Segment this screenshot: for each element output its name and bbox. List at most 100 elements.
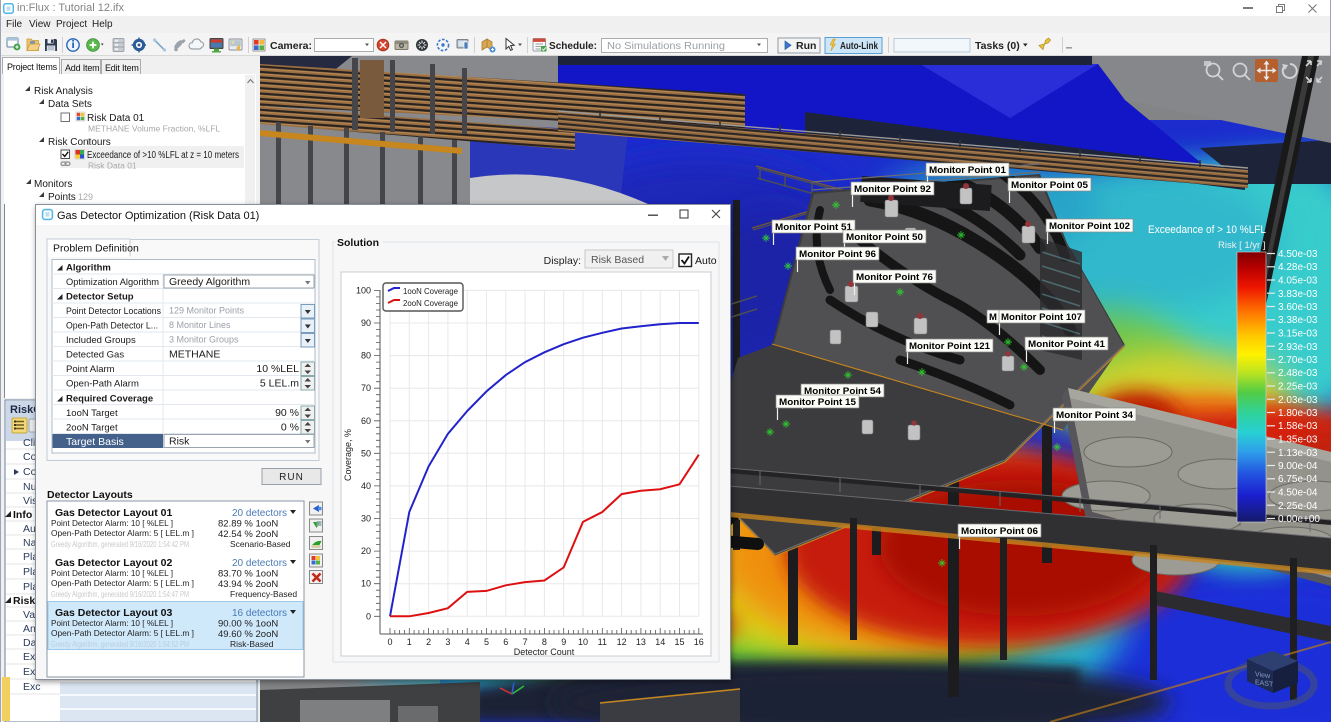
svg-text:0.00e+00: 0.00e+00 xyxy=(1278,514,1320,525)
svg-text:Open-Path Detector Alarm: 5 [: Open-Path Detector Alarm: 5 [ LEL.m ] xyxy=(51,628,194,638)
svg-text:Monitor Point 107: Monitor Point 107 xyxy=(1001,312,1082,323)
svg-text:2ooN Target: 2ooN Target xyxy=(66,423,118,434)
svg-text:Point Detector Alarm: 10 [ %LE: Point Detector Alarm: 10 [ %LEL ] xyxy=(51,518,173,528)
svg-text:Target Basis: Target Basis xyxy=(66,436,124,448)
svg-text:60: 60 xyxy=(361,416,371,426)
svg-text:Detected Gas: Detected Gas xyxy=(66,350,124,361)
svg-text:View: View xyxy=(1255,671,1271,680)
svg-text:3 Monitor Groups: 3 Monitor Groups xyxy=(169,335,239,345)
svg-text:METHANE Volume Fraction, %LFL: METHANE Volume Fraction, %LFL xyxy=(88,124,221,134)
svg-text:3.60e-03: 3.60e-03 xyxy=(1278,302,1318,313)
svg-text:100: 100 xyxy=(356,285,371,295)
svg-text:Exceedance of > 10 %LFL: Exceedance of > 10 %LFL xyxy=(1148,224,1266,236)
svg-text:80: 80 xyxy=(361,351,371,361)
svg-text:Risk Data 01: Risk Data 01 xyxy=(88,161,137,171)
svg-text:8: 8 xyxy=(542,637,547,647)
svg-text:Point Detector Locations: Point Detector Locations xyxy=(66,306,161,317)
svg-text:4.05e-03: 4.05e-03 xyxy=(1278,276,1318,287)
svg-text:2.03e-03: 2.03e-03 xyxy=(1278,395,1318,406)
svg-text:Co: Co xyxy=(23,451,37,463)
svg-text:43.94 % 2ooN: 43.94 % 2ooN xyxy=(218,579,278,590)
svg-text:Gas Detector Optimization (Ris: Gas Detector Optimization (Risk Data 01) xyxy=(57,210,259,222)
svg-text:Monitor Point 76: Monitor Point 76 xyxy=(856,272,933,283)
svg-text:83.70 % 1ooN: 83.70 % 1ooN xyxy=(218,569,278,580)
svg-text:Algorithm: Algorithm xyxy=(66,263,111,274)
svg-text:Run: Run xyxy=(796,40,816,52)
svg-text:4: 4 xyxy=(465,637,470,647)
svg-text:Info: Info xyxy=(13,509,32,521)
svg-text:Gas Detector Layout 03: Gas Detector Layout 03 xyxy=(55,607,172,619)
svg-text:Open-Path Detector Alarm: 5 [: Open-Path Detector Alarm: 5 [ LEL.m ] xyxy=(51,578,194,588)
svg-text:1: 1 xyxy=(407,637,412,647)
svg-text:9: 9 xyxy=(561,637,566,647)
svg-text:11: 11 xyxy=(598,637,607,647)
svg-text:90.00 % 1ooN: 90.00 % 1ooN xyxy=(218,619,278,630)
svg-text:Gas Detector Layout 01: Gas Detector Layout 01 xyxy=(55,507,172,519)
svg-text:7: 7 xyxy=(523,637,528,647)
svg-text:Risk Analysis: Risk Analysis xyxy=(34,86,93,97)
svg-text:Monitors: Monitors xyxy=(34,179,72,190)
svg-text:13: 13 xyxy=(636,637,646,647)
svg-text:Auto-Link: Auto-Link xyxy=(840,41,878,52)
svg-text:82.89 % 1ooN: 82.89 % 1ooN xyxy=(218,519,278,530)
svg-text:Detector Count: Detector Count xyxy=(514,647,575,657)
svg-text:Greedy Algorithm, generated 9/: Greedy Algorithm, generated 9/16/2020 1:… xyxy=(51,589,189,599)
svg-text:Monitor Point 05: Monitor Point 05 xyxy=(1011,180,1089,191)
svg-text:Risk: Risk xyxy=(169,436,190,448)
svg-text:Monitor Point 51: Monitor Point 51 xyxy=(775,222,853,233)
svg-text:Point Alarm: Point Alarm xyxy=(66,364,115,375)
svg-text:1.13e-03: 1.13e-03 xyxy=(1278,448,1318,459)
svg-text:1ooN Coverage: 1ooN Coverage xyxy=(403,286,458,296)
svg-text:1.35e-03: 1.35e-03 xyxy=(1278,435,1318,446)
svg-text:16 detectors: 16 detectors xyxy=(232,608,287,619)
svg-text:50: 50 xyxy=(361,448,371,458)
svg-text:Da: Da xyxy=(23,637,37,649)
svg-text:2.25e-04: 2.25e-04 xyxy=(1278,501,1318,512)
svg-text:Nu: Nu xyxy=(23,481,37,493)
svg-text:Exc: Exc xyxy=(23,681,41,693)
svg-text:90: 90 xyxy=(361,318,371,328)
svg-text:Pla: Pla xyxy=(23,566,38,578)
svg-text:Risk Data 01: Risk Data 01 xyxy=(87,113,145,124)
svg-text:Problem Definition: Problem Definition xyxy=(53,243,139,255)
svg-text:20: 20 xyxy=(361,546,371,556)
svg-text:1ooN Target: 1ooN Target xyxy=(66,408,118,419)
svg-text:Open-Path Detector Alarm: 5 [: Open-Path Detector Alarm: 5 [ LEL.m ] xyxy=(51,528,194,538)
svg-text:RUN: RUN xyxy=(279,472,304,483)
svg-text:Risk-Based: Risk-Based xyxy=(230,639,274,649)
svg-text:Monitor Point 50: Monitor Point 50 xyxy=(846,232,923,243)
svg-text:20 detectors: 20 detectors xyxy=(232,558,287,569)
svg-text:0: 0 xyxy=(387,637,392,647)
svg-text:Point Detector Alarm: 10 [ %LE: Point Detector Alarm: 10 [ %LEL ] xyxy=(51,568,173,578)
svg-text:16: 16 xyxy=(694,637,704,647)
svg-text:0: 0 xyxy=(366,611,371,621)
svg-text:1.80e-03: 1.80e-03 xyxy=(1278,408,1318,419)
svg-text:4.28e-03: 4.28e-03 xyxy=(1278,262,1318,273)
svg-text:Points: Points xyxy=(48,192,76,203)
svg-text:Monitor Point 15: Monitor Point 15 xyxy=(779,397,857,408)
svg-text:Gas Detector Layout 02: Gas Detector Layout 02 xyxy=(55,557,172,569)
svg-text:6.75e-04: 6.75e-04 xyxy=(1278,474,1318,485)
svg-text:EAST: EAST xyxy=(1255,679,1274,689)
svg-text:METHANE: METHANE xyxy=(169,349,220,361)
svg-text:An: An xyxy=(23,623,36,635)
svg-text:2.25e-03: 2.25e-03 xyxy=(1278,382,1318,393)
svg-text:42.54 % 2ooN: 42.54 % 2ooN xyxy=(218,529,278,540)
svg-text:Pla: Pla xyxy=(23,581,38,593)
svg-text:Monitor Point 06: Monitor Point 06 xyxy=(961,526,1038,537)
svg-text:4.50e-03: 4.50e-03 xyxy=(1278,249,1318,260)
svg-text:129 Monitor Points: 129 Monitor Points xyxy=(169,306,245,316)
svg-text:Exceedance of >10 %LFL at z =: Exceedance of >10 %LFL at z = 10 meters xyxy=(87,150,239,161)
svg-text:Vis: Vis xyxy=(23,495,37,507)
svg-text:90 %: 90 % xyxy=(275,407,299,419)
svg-text:Auto: Auto xyxy=(695,255,717,267)
svg-text:2: 2 xyxy=(426,637,431,647)
svg-text:Display:: Display: xyxy=(544,255,581,267)
svg-text:2.70e-03: 2.70e-03 xyxy=(1278,355,1318,366)
svg-text:10 %LEL: 10 %LEL xyxy=(256,363,299,375)
svg-text:14: 14 xyxy=(655,637,665,647)
svg-text:Solution: Solution xyxy=(337,237,379,249)
svg-text:5: 5 xyxy=(484,637,489,647)
svg-text:Risk Based: Risk Based xyxy=(591,254,644,266)
svg-text:Risk Contours: Risk Contours xyxy=(48,137,111,148)
